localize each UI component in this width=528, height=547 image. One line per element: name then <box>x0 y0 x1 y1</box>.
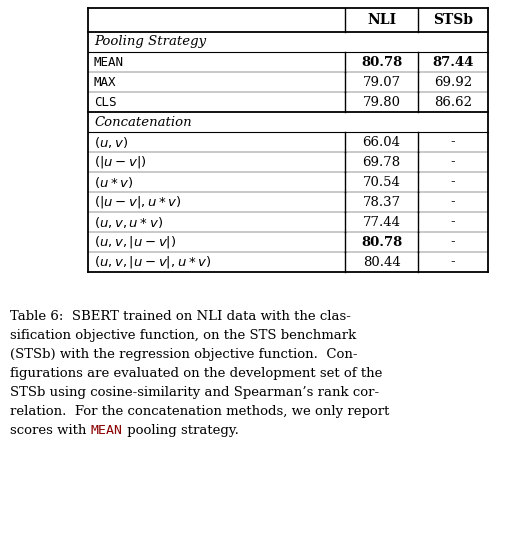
Text: -: - <box>451 236 455 248</box>
Text: $(u, v, |u - v|)$: $(u, v, |u - v|)$ <box>94 234 176 250</box>
Text: relation.  For the concatenation methods, we only report: relation. For the concatenation methods,… <box>10 405 389 418</box>
Text: sification objective function, on the STS benchmark: sification objective function, on the ST… <box>10 329 356 342</box>
Text: Table 6:  SBERT trained on NLI data with the clas-: Table 6: SBERT trained on NLI data with … <box>10 310 351 323</box>
Text: $(u, v, |u - v|, u * v)$: $(u, v, |u - v|, u * v)$ <box>94 254 211 270</box>
Text: $(|u - v|)$: $(|u - v|)$ <box>94 154 147 170</box>
Text: 78.37: 78.37 <box>362 195 401 208</box>
Text: MAX: MAX <box>94 75 117 89</box>
Text: 80.44: 80.44 <box>363 255 400 269</box>
Text: -: - <box>451 176 455 189</box>
Text: MEAN: MEAN <box>91 424 122 437</box>
Text: MEAN: MEAN <box>94 55 124 68</box>
Text: 79.07: 79.07 <box>362 75 401 89</box>
Text: 77.44: 77.44 <box>363 216 401 229</box>
Text: $(u, v)$: $(u, v)$ <box>94 135 128 149</box>
Text: -: - <box>451 216 455 229</box>
Text: $(u, v, u * v)$: $(u, v, u * v)$ <box>94 214 163 230</box>
Text: 87.44: 87.44 <box>432 55 474 68</box>
Text: -: - <box>451 195 455 208</box>
Text: -: - <box>451 155 455 168</box>
Text: figurations are evaluated on the development set of the: figurations are evaluated on the develop… <box>10 367 382 380</box>
Text: Concatenation: Concatenation <box>94 115 192 129</box>
Text: $(u * v)$: $(u * v)$ <box>94 174 133 189</box>
Text: STSb: STSb <box>433 13 473 27</box>
Text: 69.78: 69.78 <box>362 155 401 168</box>
Text: scores with: scores with <box>10 424 91 437</box>
Text: 70.54: 70.54 <box>363 176 400 189</box>
Text: 86.62: 86.62 <box>434 96 472 108</box>
Text: 80.78: 80.78 <box>361 55 402 68</box>
Text: $(|u - v|, u * v)$: $(|u - v|, u * v)$ <box>94 194 182 210</box>
Text: Pooling Strategy: Pooling Strategy <box>94 36 206 49</box>
Text: CLS: CLS <box>94 96 117 108</box>
Text: 66.04: 66.04 <box>363 136 401 148</box>
Text: 69.92: 69.92 <box>434 75 472 89</box>
Text: 80.78: 80.78 <box>361 236 402 248</box>
Text: -: - <box>451 255 455 269</box>
Text: NLI: NLI <box>367 13 396 27</box>
Text: pooling strategy.: pooling strategy. <box>122 424 239 437</box>
Text: 79.80: 79.80 <box>363 96 401 108</box>
Text: (STSb) with the regression objective function.  Con-: (STSb) with the regression objective fun… <box>10 348 357 361</box>
Text: -: - <box>451 136 455 148</box>
Text: STSb using cosine-similarity and Spearman’s rank cor-: STSb using cosine-similarity and Spearma… <box>10 386 379 399</box>
